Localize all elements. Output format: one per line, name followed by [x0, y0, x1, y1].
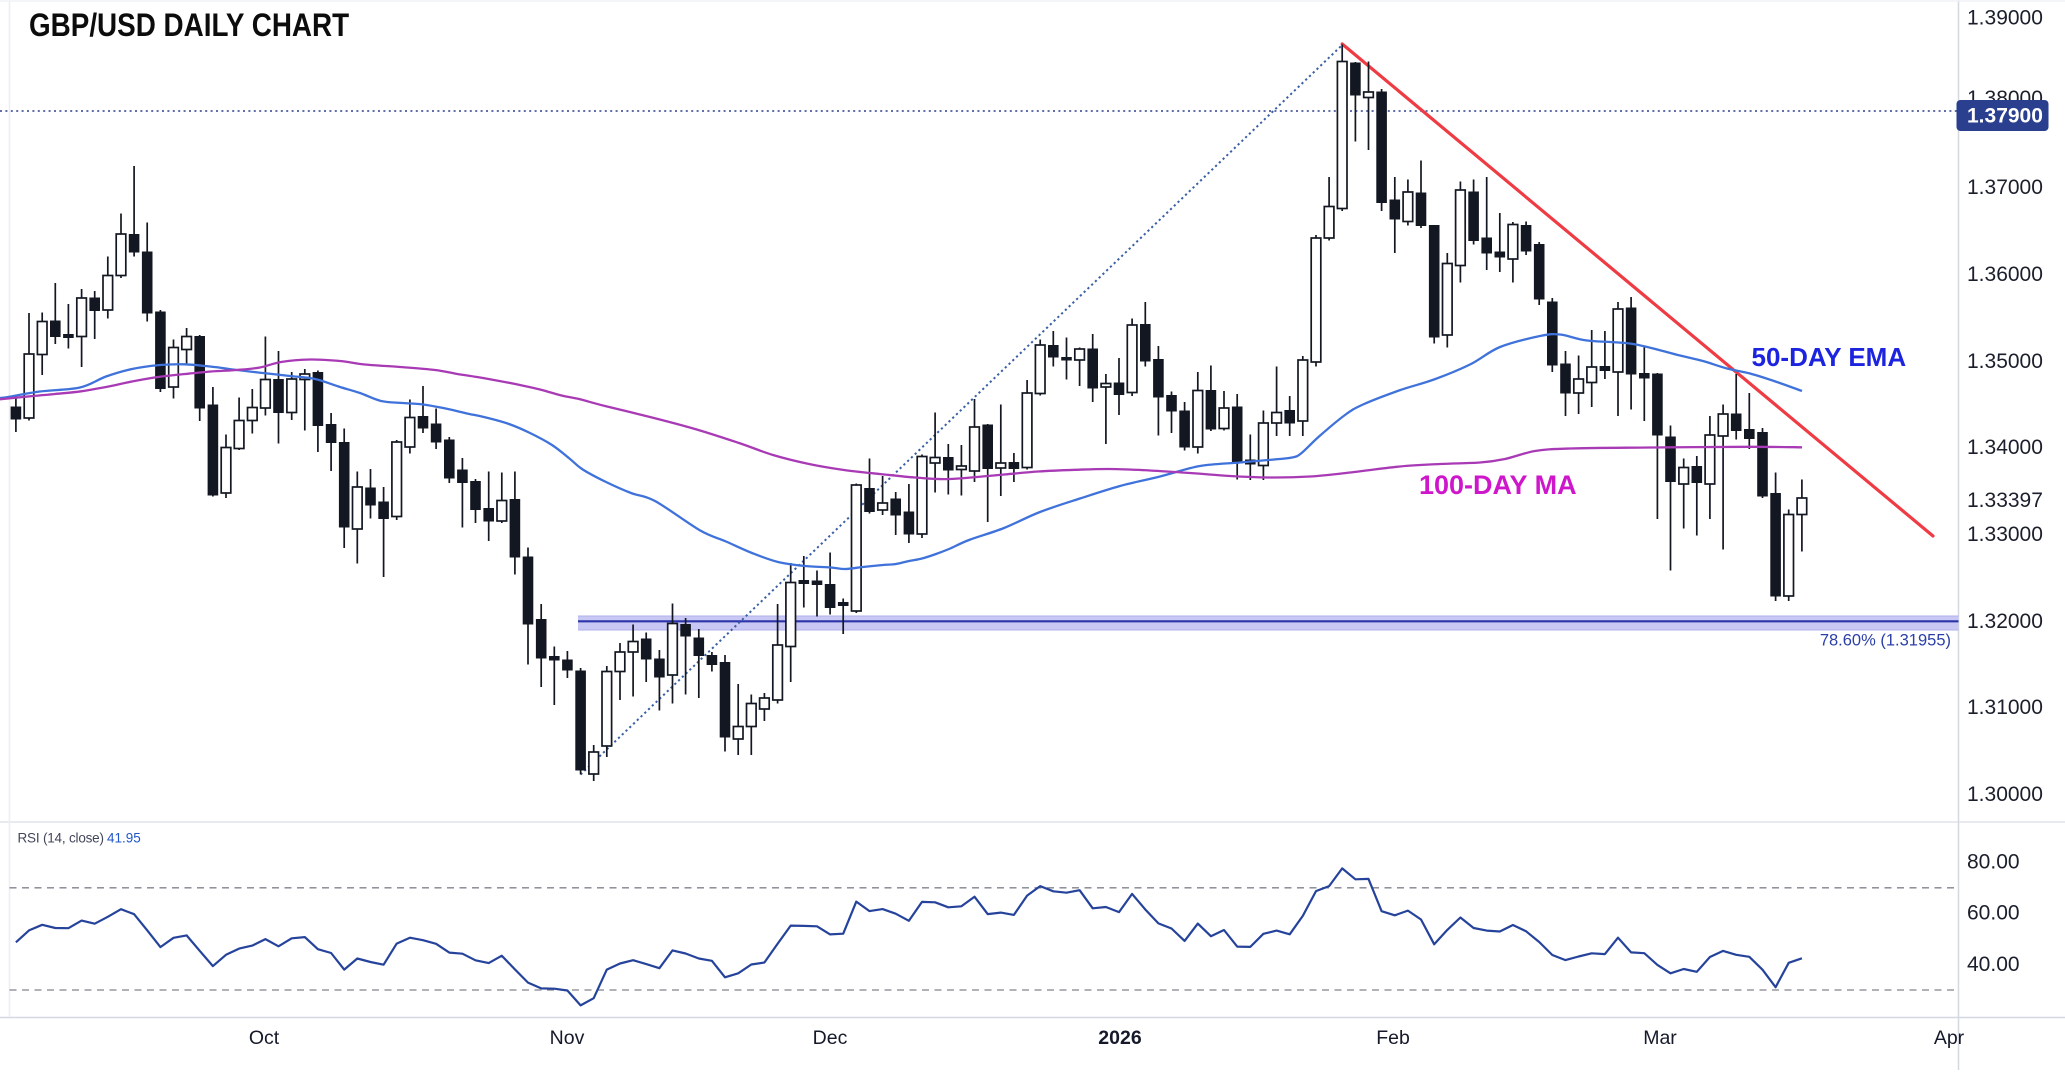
- svg-text:1.33000: 1.33000: [1967, 523, 2043, 546]
- svg-text:1.36000: 1.36000: [1967, 263, 2043, 286]
- svg-text:1.39000: 1.39000: [1967, 7, 2043, 30]
- svg-text:Nov: Nov: [550, 1027, 585, 1049]
- svg-text:1.37000: 1.37000: [1967, 176, 2043, 199]
- svg-text:2026: 2026: [1098, 1027, 1142, 1049]
- svg-text:1.30000: 1.30000: [1967, 783, 2043, 806]
- svg-text:Mar: Mar: [1643, 1027, 1677, 1049]
- svg-text:Feb: Feb: [1376, 1027, 1410, 1049]
- svg-text:GBP/USD DAILY CHART: GBP/USD DAILY CHART: [29, 8, 349, 43]
- svg-text:41.95: 41.95: [107, 831, 141, 846]
- svg-text:1.32000: 1.32000: [1967, 610, 2043, 633]
- svg-text:Oct: Oct: [249, 1027, 280, 1049]
- svg-text:80.00: 80.00: [1967, 851, 2020, 874]
- svg-text:78.60% (1.31955): 78.60% (1.31955): [1820, 632, 1951, 650]
- svg-text:1.37900: 1.37900: [1967, 105, 2043, 128]
- svg-text:Dec: Dec: [813, 1027, 848, 1049]
- svg-text:1.31000: 1.31000: [1967, 696, 2043, 719]
- svg-text:60.00: 60.00: [1967, 902, 2020, 925]
- svg-text:50-DAY EMA: 50-DAY EMA: [1752, 342, 1907, 372]
- svg-text:1.33397: 1.33397: [1967, 489, 2043, 512]
- svg-text:Apr: Apr: [1934, 1027, 1965, 1049]
- svg-text:1.35000: 1.35000: [1967, 350, 2043, 373]
- svg-text:RSI (14, close): RSI (14, close): [18, 831, 104, 846]
- svg-text:100-DAY MA: 100-DAY MA: [1419, 470, 1577, 500]
- svg-text:1.34000: 1.34000: [1967, 436, 2043, 459]
- svg-text:40.00: 40.00: [1967, 953, 2020, 976]
